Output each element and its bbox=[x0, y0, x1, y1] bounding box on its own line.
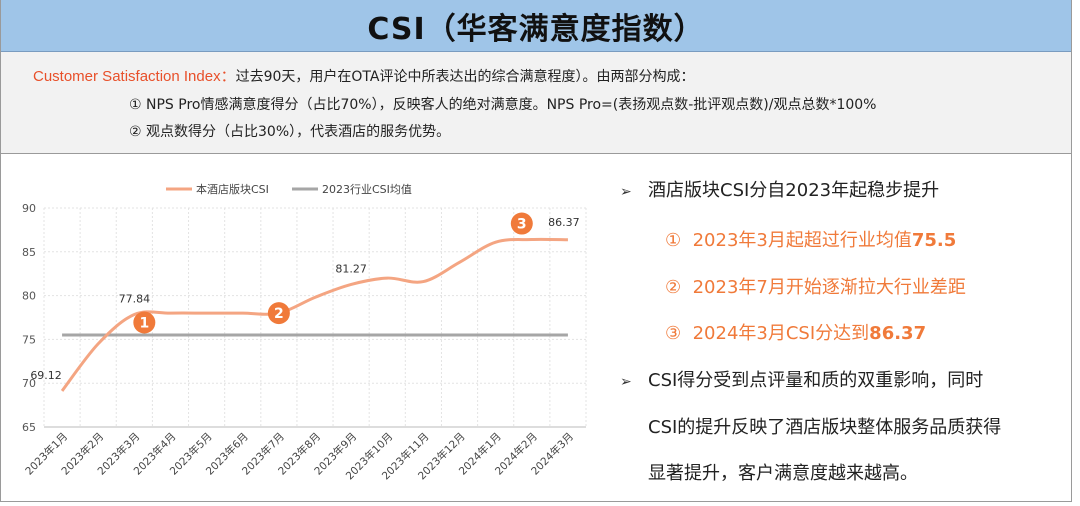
arrow-bullet-icon: ➢ bbox=[620, 184, 632, 200]
intro-line-2: ① NPS Pro情感满意度得分（占比70%），反映客人的绝对满意度。NPS P… bbox=[129, 97, 877, 113]
y-tick-label: 65 bbox=[22, 421, 36, 434]
note-sub-2-num: ② bbox=[665, 277, 682, 298]
step-marker-number: 2 bbox=[274, 306, 284, 322]
intro-line-1: Customer Satisfaction Index：过去90天，用户在OTA… bbox=[33, 65, 694, 86]
y-tick-label: 90 bbox=[22, 202, 36, 215]
data-label: 86.37 bbox=[548, 216, 580, 229]
data-label: 69.12 bbox=[30, 369, 62, 382]
data-label: 81.27 bbox=[335, 262, 367, 275]
data-label: 77.84 bbox=[119, 293, 151, 306]
note-bullet-2-line-2: CSI的提升反映了酒店版块整体服务品质获得 bbox=[648, 417, 1002, 438]
note-sub-3-value: 86.37 bbox=[869, 323, 927, 344]
arrow-bullet-icon: ➢ bbox=[620, 374, 632, 390]
legend-label-industry-avg: 2023行业CSI均值 bbox=[322, 183, 412, 196]
legend-label-hotel-csi: 本酒店版块CSI bbox=[196, 182, 269, 196]
note-sub-1: ① 2023年3月起超过行业均值75.5 bbox=[665, 226, 956, 252]
note-sub-1-value: 75.5 bbox=[911, 230, 957, 251]
chart-svg: 6570758085902023年1月2023年2月2023年3月2023年4月… bbox=[22, 182, 587, 482]
step-marker-circle bbox=[133, 311, 156, 334]
note-sub-2: ② 2023年7月开始逐渐拉大行业差距 bbox=[665, 273, 966, 299]
y-tick-label: 70 bbox=[22, 377, 36, 390]
csi-definition-key: Customer Satisfaction Index： bbox=[33, 68, 236, 85]
note-bullet-1-text: 酒店版块CSI分自2023年起稳步提升 bbox=[648, 180, 940, 201]
csi-line-chart: 65 70 75 80 85 90 2023年1月 2023年2月 2023年3月 2023年4月… bbox=[0, 155, 600, 502]
page-title: CSI（华客满意度指数） bbox=[367, 11, 705, 47]
intro-panel: Customer Satisfaction Index：过去90天，用户在OTA… bbox=[1, 52, 1071, 154]
note-sub-1-text: 2023年3月起超过行业均值 bbox=[692, 230, 912, 251]
step-marker-circle bbox=[510, 212, 533, 235]
y-tick-label: 75 bbox=[22, 333, 36, 346]
y-tick-label: 80 bbox=[22, 290, 36, 303]
note-sub-1-num: ① bbox=[665, 230, 682, 251]
intro-line-3: ② 观点数得分（占比30%），代表酒店的服务优势。 bbox=[129, 124, 451, 140]
csi-definition-text: 过去90天，用户在OTA评论中所表达出的综合满意程度）。由两部分构成： bbox=[235, 69, 695, 85]
note-bullet-2-line-3: 显著提升，客户满意度越来越高。 bbox=[648, 463, 918, 484]
y-tick-label: 85 bbox=[22, 246, 36, 259]
step-marker-number: 1 bbox=[139, 316, 149, 332]
note-bullet-2-line-1: CSI得分受到点评量和质的双重影响，同时 bbox=[648, 370, 984, 391]
note-bullet-2: ➢ CSI得分受到点评量和质的双重影响，同时 bbox=[620, 366, 983, 392]
step-marker-number: 3 bbox=[517, 217, 527, 233]
step-marker-circle bbox=[267, 302, 290, 325]
note-sub-3: ③ 2024年3月CSI分达到86.37 bbox=[665, 319, 926, 345]
note-sub-2-text: 2023年7月开始逐渐拉大行业差距 bbox=[692, 277, 966, 298]
note-sub-3-num: ③ bbox=[665, 323, 682, 344]
note-sub-3-text: 2024年3月CSI分达到 bbox=[692, 323, 870, 344]
note-bullet-1: ➢ 酒店版块CSI分自2023年起稳步提升 bbox=[620, 176, 939, 202]
title-bar: CSI（华客满意度指数） bbox=[1, 0, 1071, 52]
